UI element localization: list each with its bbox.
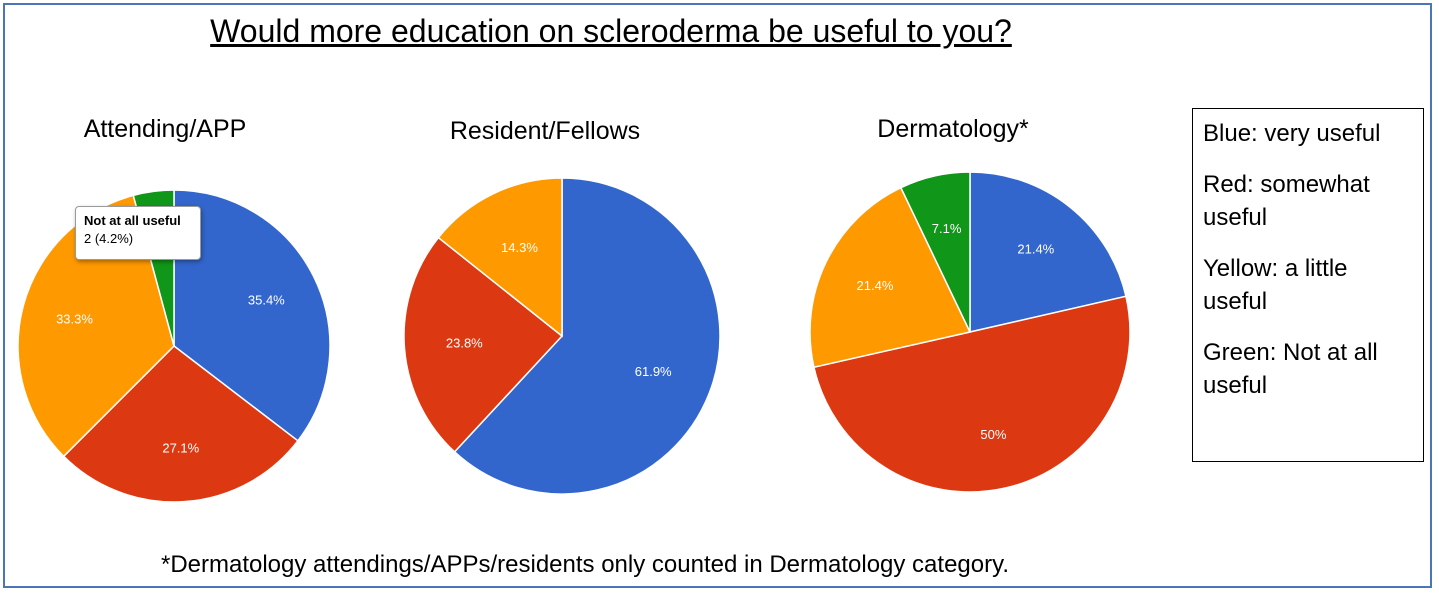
slice-label: 33.3%	[56, 311, 93, 326]
slice-label: 21.4%	[1017, 241, 1054, 256]
slice-label: 50%	[980, 427, 1006, 442]
slice-very-useful[interactable]	[453, 177, 721, 495]
slice-a-little-useful[interactable]	[437, 177, 563, 338]
legend-item-yellow: Yellow: a little useful	[1203, 255, 1348, 315]
legend-item-green: Green: Not at all useful	[1203, 339, 1378, 399]
slice-somewhat-useful[interactable]	[62, 345, 299, 503]
slice-label: 7.1%	[932, 221, 962, 236]
chart-title-attending: Attending/APP	[83, 115, 247, 143]
legend-item-red: Red: somewhat useful	[1203, 171, 1370, 231]
tooltip-title: Not at all useful	[84, 213, 181, 228]
legend-box: Blue: very useful Red: somewhat useful Y…	[1192, 108, 1424, 462]
slice-somewhat-useful[interactable]	[403, 236, 564, 453]
tooltip-value: 2 (4.2%)	[84, 231, 134, 246]
figure-frame: Would more education on scleroderma be u…	[3, 3, 1432, 588]
slice-label: 23.8%	[446, 335, 483, 350]
chart-title-resident: Resident/Fellows	[449, 117, 641, 145]
figure-title: Would more education on scleroderma be u…	[210, 13, 1012, 49]
slice-very-useful[interactable]	[969, 171, 1127, 333]
slice-label: 61.9%	[635, 364, 672, 379]
slice-label: 21.4%	[857, 278, 894, 293]
pie-chart-dermatology: 21.4% 50% 21.4% 7.1%	[809, 171, 1131, 493]
footnote: *Dermatology attendings/APPs/residents o…	[160, 551, 1009, 578]
chart-title-dermatology: Dermatology*	[877, 115, 1029, 143]
legend-item-blue: Blue: very useful	[1203, 120, 1381, 147]
slice-not-at-all-useful[interactable]	[899, 171, 971, 333]
slice-label: 14.3%	[501, 240, 538, 255]
pie-chart-resident: 61.9% 23.8% 14.3%	[403, 177, 721, 495]
slice-somewhat-useful[interactable]	[813, 295, 1131, 493]
slice-very-useful[interactable]	[173, 189, 331, 442]
slice-tooltip: Not at all useful 2 (4.2%)	[75, 206, 201, 260]
slice-label: 35.4%	[248, 292, 285, 307]
slice-label: 27.1%	[162, 441, 199, 456]
slice-a-little-useful[interactable]	[809, 186, 972, 369]
